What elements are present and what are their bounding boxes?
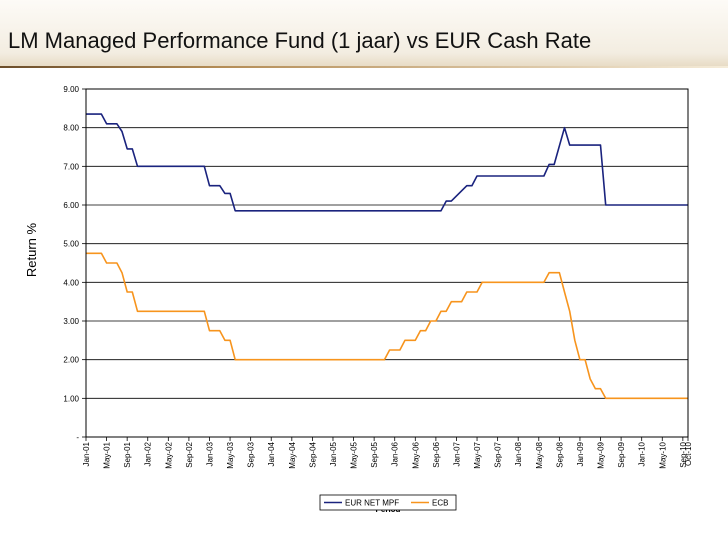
x-tick-label: Jan-04: [267, 441, 276, 466]
x-tick-label: May-07: [473, 441, 482, 468]
x-tick-label: Jan-06: [391, 441, 400, 466]
y-tick-label: -: [76, 433, 79, 442]
y-tick-label: 4.00: [63, 278, 79, 287]
legend-box: [319, 494, 457, 511]
x-tick-label: Sep-09: [617, 441, 626, 467]
legend-label-ecb: ECB: [432, 499, 448, 508]
series-line-ecb: [86, 252, 688, 400]
x-tick-label: May-06: [411, 441, 420, 468]
x-tick-label: May-05: [350, 441, 359, 468]
x-tick-label: Oct-10: [684, 441, 693, 466]
legend: EUR NET MPF ECB: [319, 494, 457, 511]
x-tick-label: Sep-01: [123, 441, 132, 467]
y-tick-label: 7.00: [63, 162, 79, 171]
x-tick-label: May-02: [164, 441, 173, 468]
y-axis-label: Return %: [24, 222, 39, 277]
x-tick-label: Jan-09: [576, 441, 585, 466]
x-tick-label: Jan-01: [82, 441, 91, 466]
x-tick-label: Jan-10: [638, 441, 647, 466]
series-line-eur-net-mpf: [86, 113, 688, 212]
y-tick-label: 9.00: [63, 85, 79, 94]
y-tick-label: 1.00: [63, 394, 79, 403]
legend-label-eur-net-mpf: EUR NET MPF: [345, 499, 399, 508]
x-tick-label: May-08: [535, 441, 544, 468]
x-tick-label: Sep-03: [247, 441, 256, 467]
y-tick-label: 5.00: [63, 240, 79, 249]
x-tick-label: Jan-02: [144, 441, 153, 466]
y-tick-label: 3.00: [63, 317, 79, 326]
x-tick-label: Jan-08: [514, 441, 523, 466]
y-tick-label: 8.00: [63, 124, 79, 133]
y-tick-label: 6.00: [63, 201, 79, 210]
x-tick-label: Sep-07: [494, 441, 503, 467]
x-tick-label: May-10: [658, 441, 667, 468]
plot-frame: [85, 88, 689, 438]
x-tick-label: May-01: [103, 441, 112, 468]
page-title: LM Managed Performance Fund (1 jaar) vs …: [8, 28, 592, 53]
x-tick-label: Sep-06: [432, 441, 441, 467]
x-axis-ticks: Jan-01 May-01 Sep-01 Jan-02 May-02 Sep-02 Jan-…: [82, 437, 693, 469]
x-tick-label: Sep-02: [185, 441, 194, 467]
x-tick-label: Jan-07: [452, 441, 461, 466]
grid-layer: [86, 127, 688, 399]
x-tick-label: Sep-10: [679, 441, 688, 467]
title-divider: [0, 66, 728, 68]
x-tick-label: Sep-04: [308, 441, 317, 467]
x-tick-label: Jan-05: [329, 441, 338, 466]
x-tick-label: Sep-05: [370, 441, 379, 467]
x-tick-label: May-04: [288, 441, 297, 468]
x-tick-label: Jan-03: [205, 441, 214, 466]
series-layer: [86, 113, 688, 400]
title-bar: [0, 0, 728, 66]
y-axis-ticks: - 1.00 2.00 3.00 4.00 5.00 6.00 7.00 8.00 9.00: [63, 85, 86, 442]
x-tick-label: May-09: [597, 441, 606, 468]
x-tick-label: May-03: [226, 441, 235, 468]
x-tick-label: Sep-08: [555, 441, 564, 467]
y-tick-label: 2.00: [63, 356, 79, 365]
